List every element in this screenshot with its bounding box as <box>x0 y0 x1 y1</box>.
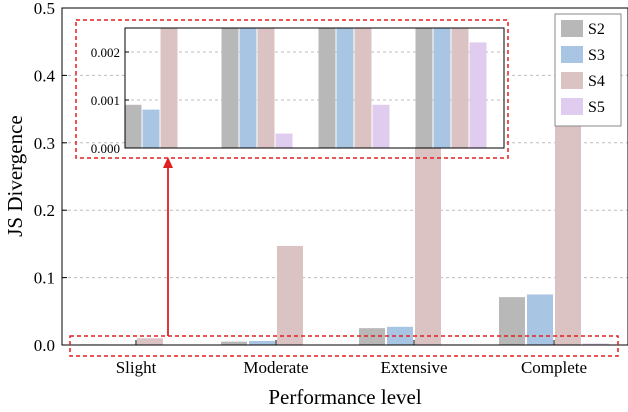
x-tick-label: Complete <box>521 358 587 377</box>
inset-bar-s2-moderate <box>221 28 239 148</box>
inset-y-tick-label: 0.000 <box>91 141 120 156</box>
plot-frame <box>61 7 628 346</box>
legend-label-s3: S3 <box>588 47 605 64</box>
y-tick-label: 0.1 <box>34 269 55 288</box>
x-axis-ticks: Slight Moderate Extensive Complete <box>116 340 587 377</box>
inset-y-ticks: 0.000 0.001 0.002 <box>91 45 129 156</box>
legend-label-s5: S5 <box>588 99 605 116</box>
inset-bar-s3-complete <box>433 28 451 148</box>
inset-bar-s2-extensive <box>318 28 336 148</box>
x-tick-label: Moderate <box>243 358 308 377</box>
inset-bar-s4-extensive <box>354 28 372 148</box>
bar-s4-slight <box>137 338 163 345</box>
inset-bar-s2-complete <box>415 28 433 148</box>
y-axis-ticks: 0.0 0.1 0.2 0.3 0.4 0.5 <box>34 0 67 355</box>
inset-bar-s5-extensive <box>372 104 390 148</box>
inset-frame <box>124 27 505 149</box>
legend-label-s2: S2 <box>588 21 605 38</box>
inset-bar-s5-moderate <box>275 133 293 148</box>
inset-bar-s3-extensive <box>336 28 354 148</box>
y-tick-label: 0.5 <box>34 0 55 18</box>
y-tick-label: 0.0 <box>34 336 55 355</box>
x-axis-label: Performance level <box>268 385 422 409</box>
bar-s2-complete <box>499 297 525 345</box>
inset-bar-s3-moderate <box>239 28 257 148</box>
inset-highlight <box>75 19 509 159</box>
x-tick-label: Slight <box>116 358 157 377</box>
main-bars <box>81 109 609 345</box>
y-axis-label: JS Divergence <box>3 115 27 237</box>
bar-s3-complete <box>527 294 553 345</box>
y-tick-label: 0.3 <box>34 134 55 153</box>
legend-swatch-s2 <box>561 20 583 37</box>
legend-label-s4: S4 <box>588 73 605 90</box>
legend-swatch-s4 <box>561 72 583 89</box>
inset-bar-s3-slight <box>142 109 160 148</box>
inset-bar-s5-complete <box>469 42 487 148</box>
inset-bar-s4-slight <box>160 28 178 148</box>
bar-s4-complete <box>555 109 581 345</box>
x-tick-label: Extensive <box>380 358 447 377</box>
inset-y-tick-label: 0.001 <box>91 93 120 108</box>
inset-bars <box>124 28 487 148</box>
y-tick-label: 0.4 <box>34 66 56 85</box>
bar-s3-moderate <box>249 340 275 345</box>
bar-s4-extensive <box>415 147 441 345</box>
inset-chart: 0.000 0.001 0.002 <box>91 27 505 156</box>
zoom-arrow-head <box>163 157 173 168</box>
zoom-region-highlight <box>69 335 619 357</box>
legend-swatch-s3 <box>561 46 583 63</box>
legend-swatch-s5 <box>561 98 583 115</box>
legend: S2 S3 S4 S5 <box>554 13 622 127</box>
inset-bar-s4-moderate <box>257 28 275 148</box>
bar-s2-moderate <box>221 341 247 345</box>
inset-bar-s2-slight <box>124 104 142 148</box>
bar-s4-moderate <box>277 245 303 345</box>
inset-y-tick-label: 0.002 <box>91 45 120 60</box>
bar-s5-complete <box>583 343 609 345</box>
y-tick-label: 0.2 <box>34 201 55 220</box>
inset-bar-s4-complete <box>451 28 469 148</box>
